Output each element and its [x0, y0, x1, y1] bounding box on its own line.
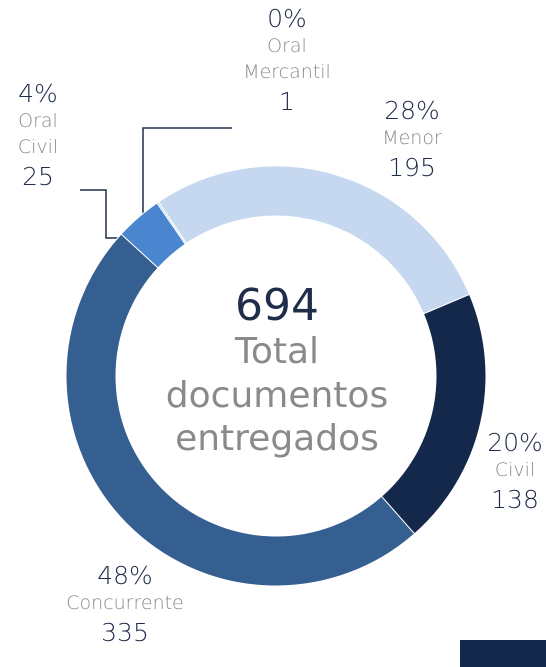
- value-label: 1: [279, 86, 295, 116]
- data-label: 28% Menor 195: [352, 95, 472, 183]
- donut-segment: [156, 201, 188, 245]
- percent-label: 4%: [18, 79, 58, 108]
- value-label: 25: [22, 161, 54, 191]
- leader-line: [80, 189, 118, 239]
- category-label: Menor: [382, 127, 442, 150]
- data-label: 48% Concurrente 335: [55, 560, 195, 648]
- category-label: Concurrente: [66, 592, 184, 615]
- data-label: 20% Civil 138: [470, 427, 546, 515]
- category-label: Oral Civil: [17, 110, 59, 158]
- value-label: 138: [491, 484, 539, 514]
- percent-label: 48%: [97, 561, 153, 590]
- percent-label: 0%: [267, 4, 307, 33]
- percent-label: 20%: [487, 428, 543, 457]
- data-label: 0% Oral Mercantil 1: [232, 3, 342, 117]
- category-label: Oral Mercantil: [243, 35, 331, 83]
- donut-segment: [65, 233, 416, 587]
- value-label: 195: [388, 152, 436, 182]
- total-label: Total documentos entregados: [165, 331, 389, 459]
- corner-block: [460, 640, 546, 667]
- data-label: 4% Oral Civil 25: [3, 78, 73, 192]
- category-label: Civil: [494, 459, 536, 482]
- value-label: 335: [101, 617, 149, 647]
- percent-label: 28%: [384, 96, 440, 125]
- total-value: 694: [235, 280, 319, 331]
- center-text: 694 Total documentos entregados: [146, 280, 408, 460]
